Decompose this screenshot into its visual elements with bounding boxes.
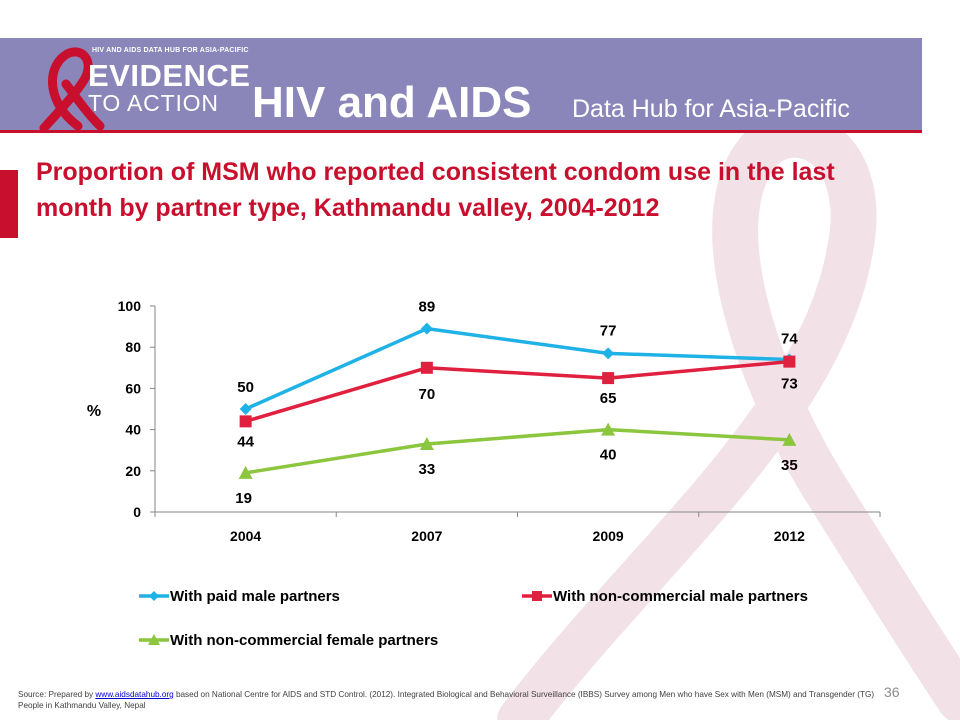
data-label: 19 — [235, 490, 252, 507]
data-label: 74 — [781, 331, 798, 348]
data-point — [602, 372, 615, 385]
red-ribbon-logo-icon — [39, 47, 105, 130]
source-text: based on National Centre for AIDS and ST… — [18, 690, 875, 710]
y-axis-label: % — [87, 403, 101, 420]
y-tick-label: 80 — [125, 339, 141, 355]
logo-evidence-text: EVIDENCE — [88, 58, 251, 93]
x-tick-label: 2004 — [230, 528, 261, 544]
series-line — [245, 427, 790, 475]
data-point — [602, 347, 615, 360]
legend-swatch — [522, 591, 552, 601]
legend-item: With paid male partners — [138, 586, 340, 606]
legend-item: With non-commercial female partners — [138, 630, 438, 650]
hub-subtitle: Data Hub for Asia-Pacific — [572, 95, 850, 123]
header-divider — [0, 130, 922, 133]
data-point — [783, 355, 796, 368]
y-tick-label: 0 — [133, 504, 141, 520]
x-tick-label: 2012 — [774, 528, 805, 544]
y-tick-label: 60 — [125, 380, 141, 396]
logo-tagline: HIV AND AIDS DATA HUB FOR ASIA-PACIFIC — [92, 47, 249, 54]
logo-to-action-text: TO ACTION — [88, 90, 219, 116]
data-label: 65 — [600, 390, 617, 407]
data-label: 70 — [419, 386, 436, 403]
source-note: Source: Prepared by www.aidsdatahub.org … — [18, 689, 878, 711]
x-tick-label: 2007 — [411, 528, 442, 544]
series-line — [244, 326, 790, 411]
legend-item: With non-commercial male partners — [521, 586, 808, 606]
legend-swatch — [139, 634, 169, 645]
data-point — [239, 403, 252, 415]
data-label: 35 — [781, 457, 798, 474]
data-point — [419, 437, 434, 451]
hub-title: HIV and AIDS — [252, 78, 532, 127]
data-label: 77 — [600, 322, 617, 339]
data-label: 73 — [781, 376, 798, 393]
source-prefix: Source: Prepared by — [18, 690, 96, 699]
slide-number: 36 — [884, 684, 900, 700]
legend-label: With non-commercial female partners — [170, 631, 439, 649]
slide-title: Proportion of MSM who reported consisten… — [36, 158, 835, 222]
data-point — [782, 432, 797, 446]
y-tick-label: 100 — [118, 298, 142, 314]
data-label: 89 — [419, 299, 436, 316]
header-band — [0, 38, 922, 130]
title-accent-bar — [0, 170, 18, 238]
legend-swatch — [139, 591, 169, 601]
data-label: 40 — [600, 447, 617, 464]
data-label: 33 — [419, 461, 436, 478]
data-label: 50 — [237, 379, 254, 396]
data-point — [601, 422, 616, 436]
y-tick-label: 20 — [125, 463, 141, 479]
y-tick-label: 40 — [125, 422, 141, 438]
series-line — [245, 359, 790, 424]
data-label: 44 — [237, 433, 254, 450]
data-point — [239, 415, 252, 428]
data-point — [420, 361, 433, 374]
x-tick-label: 2009 — [593, 528, 624, 544]
source-link[interactable]: www.aidsdatahub.org — [95, 690, 174, 699]
data-point — [238, 465, 253, 479]
data-point — [420, 322, 433, 335]
legend-label: With paid male partners — [170, 587, 340, 605]
legend-label: With non-commercial male partners — [553, 587, 808, 605]
